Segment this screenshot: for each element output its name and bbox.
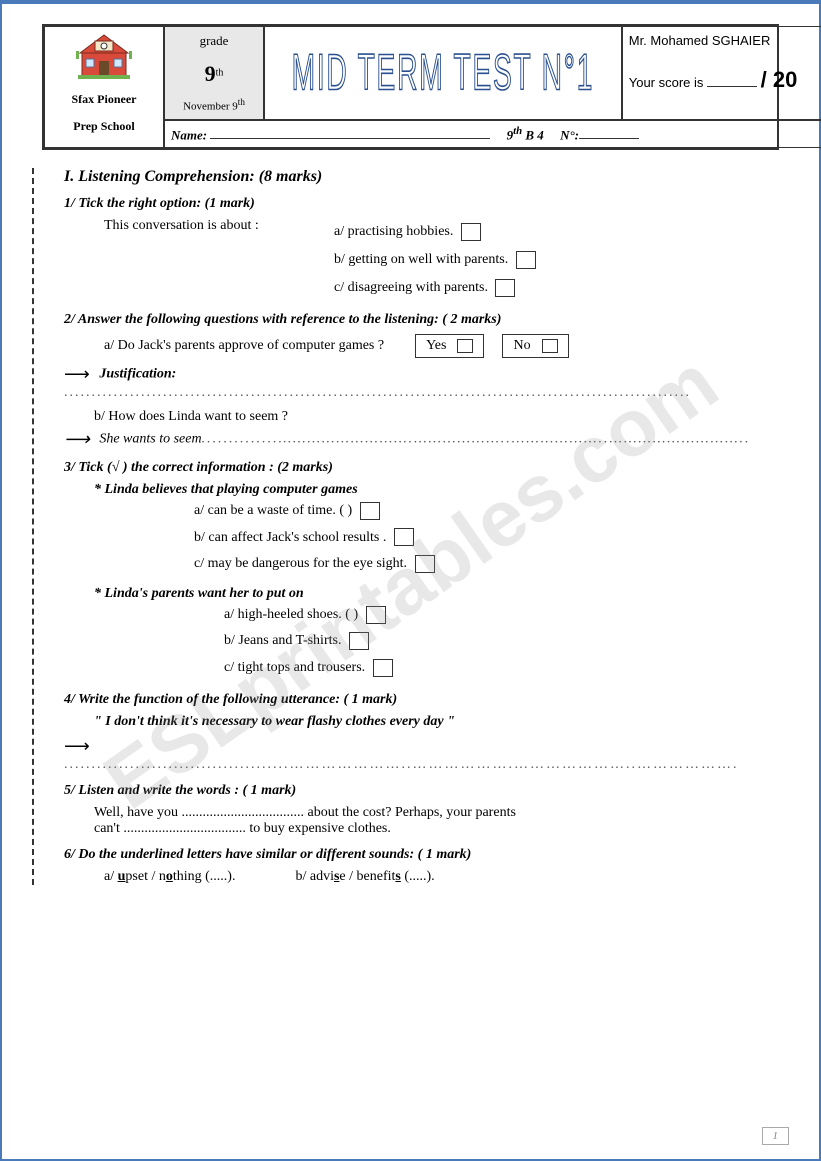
q5-heading: 5/ Listen and write the words : ( 1 mark… bbox=[64, 783, 769, 799]
school-cell: Sfax Pioneer Prep School bbox=[44, 26, 164, 148]
q3-s2c: c/ tight tops and trousers. bbox=[224, 660, 365, 675]
q3-s2a: a/ high-heeled shoes. ( ) bbox=[224, 607, 358, 622]
yes-box[interactable]: Yes bbox=[415, 334, 484, 358]
checkbox[interactable] bbox=[461, 223, 481, 241]
fill-line[interactable]: ........................................… bbox=[64, 385, 691, 400]
q2-b: b/ How does Linda want to seem ? bbox=[94, 409, 769, 425]
body-content: I. Listening Comprehension: (8 marks) 1/… bbox=[32, 168, 779, 885]
test-title: MID TERM TEST N°1 bbox=[292, 43, 594, 102]
q4-heading: 4/ Write the function of the following u… bbox=[64, 692, 769, 708]
arrow-icon: ⟶ bbox=[64, 364, 90, 384]
score-total: / 20 bbox=[761, 67, 798, 92]
class-sup: th bbox=[513, 125, 522, 137]
q6-b: b/ advise / benefits (.....). bbox=[295, 869, 434, 885]
q3-s2: * Linda's parents want her to put on bbox=[94, 586, 769, 602]
name-label: Name: bbox=[171, 127, 207, 142]
checkbox[interactable] bbox=[366, 606, 386, 624]
name-blank[interactable] bbox=[210, 138, 490, 139]
checkbox[interactable] bbox=[457, 339, 473, 353]
q1-opt-c: c/ disagreeing with parents. bbox=[334, 280, 488, 295]
q2-a: a/ Do Jack's parents approve of computer… bbox=[104, 338, 384, 354]
q5-line1: Well, have you .........................… bbox=[94, 805, 769, 821]
checkbox[interactable] bbox=[360, 502, 380, 520]
fill-line[interactable]: ..............……………………….………………..………………..… bbox=[202, 432, 751, 447]
checkbox[interactable] bbox=[516, 251, 536, 269]
q3-s1c: c/ may be dangerous for the eye sight. bbox=[194, 556, 407, 571]
score-blank[interactable] bbox=[707, 86, 757, 87]
class-val: B 4 bbox=[522, 127, 544, 142]
checkbox[interactable] bbox=[495, 279, 515, 297]
score-label: Your score is bbox=[629, 75, 704, 90]
grade-num: 9 bbox=[205, 61, 216, 86]
title-cell: MID TERM TEST N°1 bbox=[264, 26, 622, 120]
q6-heading: 6/ Do the underlined letters have simila… bbox=[64, 847, 769, 863]
q2-heading: 2/ Answer the following questions with r… bbox=[64, 312, 769, 328]
checkbox[interactable] bbox=[373, 659, 393, 677]
q5-line2: can't ..................................… bbox=[94, 821, 769, 837]
q1-stem: This conversation is about : bbox=[104, 218, 324, 234]
q4-utterance: " I don't think it's necessary to wear f… bbox=[94, 714, 769, 730]
num-blank[interactable] bbox=[579, 138, 639, 139]
name-cell: Name: 9th B 4 N°: bbox=[164, 120, 821, 148]
q1-opt-a: a/ practising hobbies. bbox=[334, 224, 453, 239]
q3-s1a: a/ can be a waste of time. ( ) bbox=[194, 503, 352, 518]
q2-b-stem: She wants to seem bbox=[99, 432, 201, 447]
grade-label: grade bbox=[171, 31, 257, 51]
school-name-2: Prep School bbox=[51, 118, 157, 135]
q3-s1b: b/ can affect Jack's school results . bbox=[194, 530, 386, 545]
arrow-icon: ⟶ bbox=[64, 429, 90, 449]
arrow-icon: ⟶ bbox=[64, 736, 90, 756]
grade-sup: th bbox=[216, 67, 224, 78]
school-name-1: Sfax Pioneer bbox=[51, 91, 157, 108]
teacher-cell: Mr. Mohamed SGHAIER Your score is / 20 bbox=[622, 26, 821, 120]
checkbox[interactable] bbox=[415, 555, 435, 573]
grade-cell: grade 9th November 9th bbox=[164, 26, 264, 120]
fill-line[interactable]: ........................................… bbox=[64, 757, 739, 772]
q1-heading: 1/ Tick the right option: (1 mark) bbox=[64, 196, 769, 212]
q6-row: a/ upset / nothing (.....). b/ advise / … bbox=[104, 869, 769, 885]
checkbox[interactable] bbox=[394, 528, 414, 546]
checkbox[interactable] bbox=[542, 339, 558, 353]
date-sup: th bbox=[238, 97, 245, 107]
q3-s2b: b/ Jeans and T-shirts. bbox=[224, 633, 341, 648]
q6-a: a/ upset / nothing (.....). bbox=[104, 869, 235, 885]
num-label: N°: bbox=[560, 127, 579, 142]
justification-label: Justification: bbox=[99, 367, 176, 382]
q3-s1: * Linda believes that playing computer g… bbox=[94, 482, 769, 498]
q3-heading: 3/ Tick (√ ) the correct information : (… bbox=[64, 460, 769, 476]
no-box[interactable]: No bbox=[502, 334, 568, 358]
checkbox[interactable] bbox=[349, 632, 369, 650]
school-icon bbox=[74, 31, 134, 81]
q1-opt-b: b/ getting on well with parents. bbox=[334, 252, 508, 267]
date-text: November 9 bbox=[183, 100, 238, 112]
header-grid: Sfax Pioneer Prep School grade 9th Novem… bbox=[42, 24, 779, 150]
section-1-title: I. Listening Comprehension: (8 marks) bbox=[64, 168, 769, 186]
page-number: 1 bbox=[762, 1127, 790, 1145]
teacher-name: Mr. Mohamed SGHAIER bbox=[629, 31, 815, 52]
worksheet-page: ESLprintables.com Sfax Pioneer Pre bbox=[0, 0, 821, 1161]
